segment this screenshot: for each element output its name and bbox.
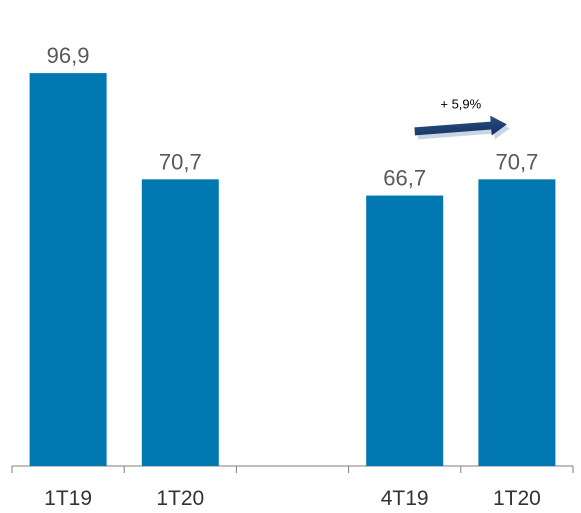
x-axis-ticks bbox=[11, 466, 574, 473]
arrow-shape bbox=[414, 115, 507, 136]
category-labels-group: 1T19 1T20 4T19 1T20 bbox=[44, 487, 541, 510]
change-arrow bbox=[414, 115, 510, 140]
value-label: 96,9 bbox=[47, 43, 90, 68]
annotations-group: - 27,1%+ 5,9% bbox=[414, 96, 510, 140]
bar bbox=[29, 73, 107, 466]
category-label: 1T20 bbox=[156, 487, 204, 510]
change-label: + 5,9% bbox=[440, 96, 481, 111]
value-labels-group: 96,9 70,7 66,7 70,7 bbox=[47, 43, 539, 190]
bar bbox=[141, 179, 219, 467]
category-label: 1T19 bbox=[44, 487, 92, 510]
bars-group bbox=[29, 73, 556, 467]
value-label: 66,7 bbox=[383, 166, 426, 191]
category-label: 1T20 bbox=[493, 487, 541, 510]
bar bbox=[366, 195, 444, 466]
category-label: 4T19 bbox=[381, 487, 429, 510]
bar bbox=[478, 179, 556, 467]
value-label: 70,7 bbox=[159, 149, 202, 174]
value-label: 70,7 bbox=[495, 149, 538, 174]
